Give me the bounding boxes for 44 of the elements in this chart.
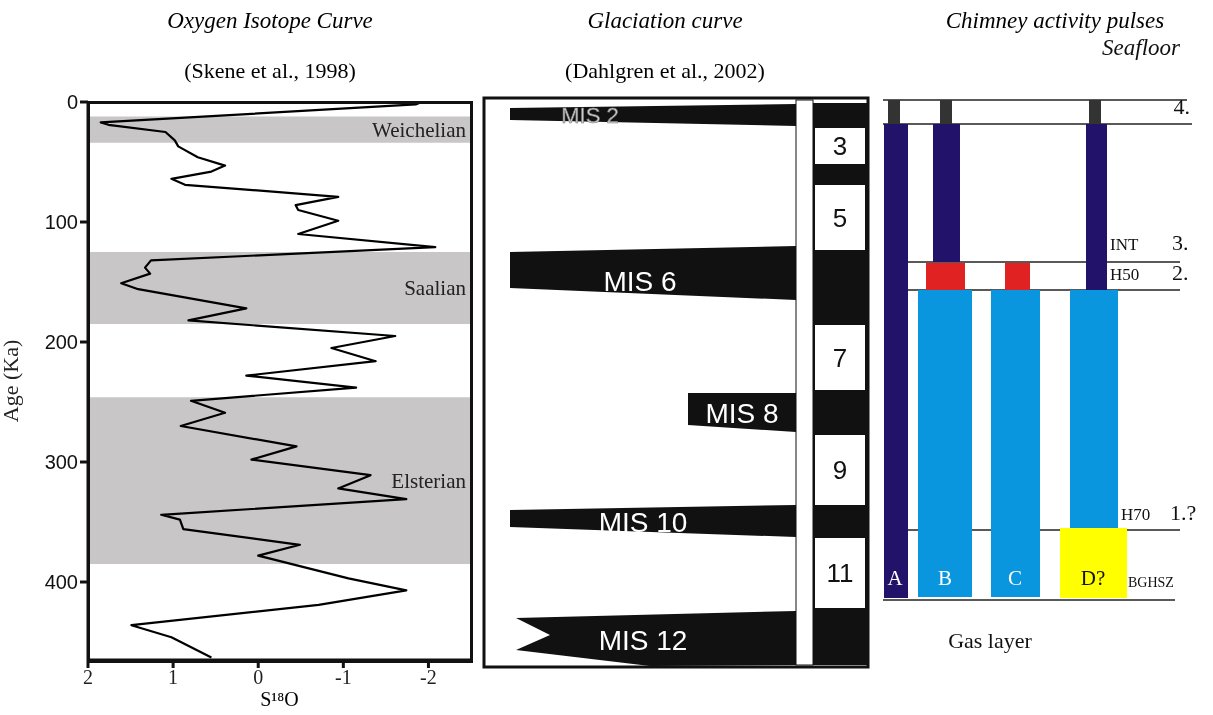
text: MIS 10 <box>598 506 688 538</box>
text: 4. <box>1173 94 1190 119</box>
text: Seafloor <box>1102 35 1182 60</box>
chart-title: Oxygen Isotope Curve <box>166 8 374 34</box>
text: C <box>1007 566 1023 590</box>
band-label: Weichelian <box>372 118 467 143</box>
x-tick-label: 1 <box>168 666 179 689</box>
text: Gas layer <box>948 628 1033 653</box>
text: MIS 8 <box>705 397 779 429</box>
text: MIS 6 <box>603 265 677 297</box>
chart-subtitle: (Skene et al., 1998) <box>183 58 357 84</box>
y-tick-label: 400 <box>44 571 78 594</box>
text: H50 <box>1110 265 1140 284</box>
text: Chimney activity pulses <box>944 8 1166 34</box>
y-tick-label: 100 <box>44 211 78 234</box>
band-label: Saalian <box>404 276 467 301</box>
text: 3 <box>832 131 848 161</box>
x-tick-label: -2 <box>420 666 437 689</box>
text: 5 <box>832 202 848 233</box>
text: BGHSZ <box>1128 575 1174 590</box>
y-tick-label: 200 <box>44 331 78 354</box>
y-tick-label: 0 <box>66 91 78 114</box>
band-label: Elsterian <box>391 469 467 494</box>
x-tick-label: 0 <box>253 666 264 689</box>
text: (Dahlgren et al., 2002) <box>564 58 766 84</box>
text: MIS 12 <box>598 624 688 656</box>
x-tick-label: -1 <box>335 666 352 689</box>
text: 9 <box>832 455 848 485</box>
text: MIS 2 <box>561 102 619 128</box>
text: 1.? <box>1170 500 1197 525</box>
text: 7 <box>832 342 848 373</box>
y-tick-label: 300 <box>44 451 78 474</box>
text: B <box>937 566 953 590</box>
x-axis-title: S¹⁸O <box>259 688 300 711</box>
text: 3. <box>1172 230 1189 255</box>
y-axis-title: Age (Ka) <box>0 339 23 423</box>
text: 2. <box>1172 260 1189 285</box>
text: 11 <box>826 558 854 588</box>
text: INT <box>1110 235 1139 254</box>
text: H70 <box>1121 505 1151 524</box>
text: Glaciation curve <box>586 8 744 34</box>
text: D? <box>1080 566 1106 590</box>
x-tick-label: 2 <box>83 666 93 689</box>
text: A <box>887 566 904 590</box>
